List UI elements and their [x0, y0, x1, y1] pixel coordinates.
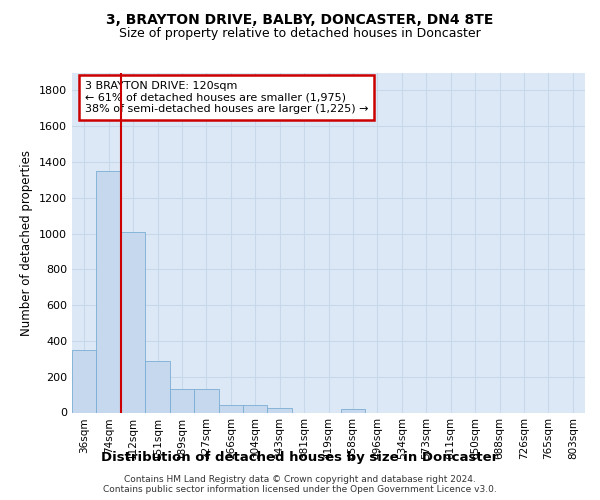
- Text: 3 BRAYTON DRIVE: 120sqm
← 61% of detached houses are smaller (1,975)
38% of semi: 3 BRAYTON DRIVE: 120sqm ← 61% of detache…: [85, 81, 368, 114]
- Bar: [194, 389, 218, 412]
- Bar: [243, 406, 268, 412]
- Text: Distribution of detached houses by size in Doncaster: Distribution of detached houses by size …: [101, 451, 499, 464]
- Bar: [341, 409, 365, 412]
- Text: Contains HM Land Registry data © Crown copyright and database right 2024.
Contai: Contains HM Land Registry data © Crown c…: [103, 474, 497, 494]
- Bar: [97, 171, 121, 412]
- Bar: [72, 350, 97, 412]
- Bar: [170, 389, 194, 412]
- Bar: [145, 360, 170, 412]
- Bar: [218, 406, 243, 412]
- Bar: [121, 232, 145, 412]
- Y-axis label: Number of detached properties: Number of detached properties: [20, 150, 34, 336]
- Text: Size of property relative to detached houses in Doncaster: Size of property relative to detached ho…: [119, 28, 481, 40]
- Text: 3, BRAYTON DRIVE, BALBY, DONCASTER, DN4 8TE: 3, BRAYTON DRIVE, BALBY, DONCASTER, DN4 …: [106, 12, 494, 26]
- Bar: [268, 408, 292, 412]
